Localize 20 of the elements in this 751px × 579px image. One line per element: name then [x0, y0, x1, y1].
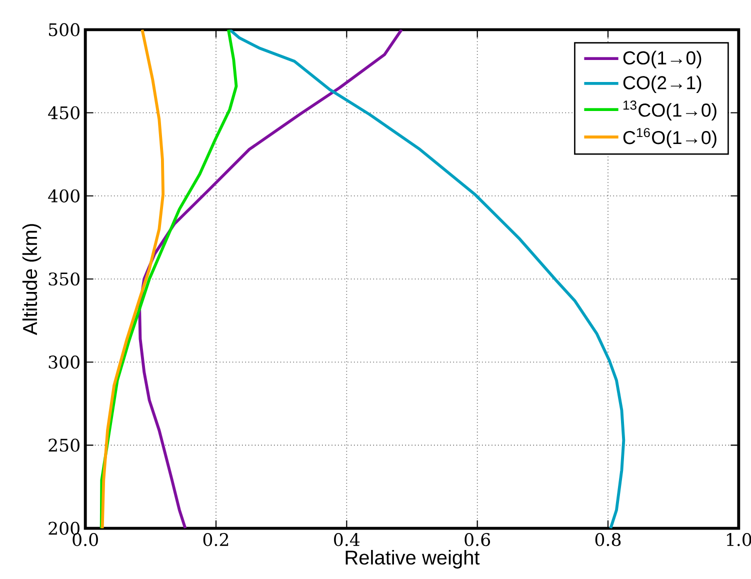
legend-label: CO(1→0)	[623, 50, 702, 68]
x-tick-label: 0.6	[464, 533, 490, 546]
y-tick-label: 400	[48, 189, 80, 202]
y-tick-label: 450	[48, 106, 80, 120]
line-series	[100, 30, 165, 528]
x-tick-label: 0.4	[334, 533, 360, 546]
legend-label: CO(2→1)	[623, 76, 702, 94]
legend-label: $^{13}$CO(1→0)	[623, 100, 716, 120]
x-tick-label: 0.8	[595, 533, 621, 546]
y-tick-label: 250	[48, 438, 80, 452]
x-axis-title: Relative weight	[346, 550, 480, 569]
x-tick-label: 1.0	[726, 533, 751, 546]
y-tick-label: 500	[49, 23, 80, 36]
x-tick-label: 0.0	[72, 533, 98, 546]
y-axis-title: Altitude (km)	[22, 224, 42, 336]
legend-label: C$^{16}$O(1→0)	[623, 128, 716, 148]
x-tick-label: 0.2	[203, 533, 228, 546]
y-tick-label: 300	[48, 356, 80, 369]
y-tick-label: 200	[48, 522, 80, 535]
y-tick-label: 350	[48, 272, 80, 286]
